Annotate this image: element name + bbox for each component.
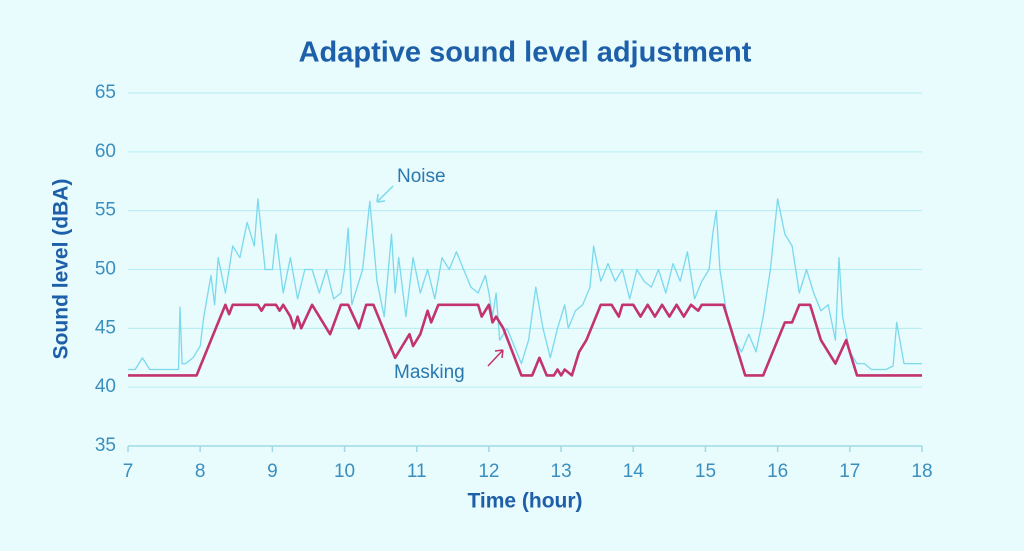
x-tick-label: 13	[551, 461, 572, 482]
x-tick-label: 12	[478, 461, 499, 482]
chart-title: Adaptive sound level adjustment	[299, 37, 752, 69]
y-tick-label: 45	[95, 317, 116, 338]
annotation-arrow	[376, 185, 394, 203]
annotation: Noise	[397, 166, 446, 187]
y-tick-label: 55	[95, 200, 116, 221]
y-tick-label: 50	[95, 259, 116, 280]
x-tick-label: 18	[911, 461, 932, 482]
x-axis-label: Time (hour)	[467, 490, 582, 513]
y-tick-label: 60	[95, 141, 116, 162]
x-tick-label: 11	[407, 461, 427, 482]
x-tick-label: 17	[839, 461, 860, 482]
x-tick-label: 16	[767, 461, 788, 482]
y-tick-label: 35	[95, 435, 116, 456]
x-tick-label: 10	[334, 461, 355, 482]
y-tick-label: 65	[95, 82, 116, 103]
x-tick-label: 15	[695, 461, 716, 482]
x-tick-label: 14	[623, 461, 645, 482]
annotation-arrow	[487, 349, 504, 367]
x-tick-label: 9	[267, 461, 278, 482]
x-tick-label: 7	[123, 461, 134, 482]
annotation: Masking	[394, 362, 465, 383]
series-line	[128, 198, 922, 371]
series-line	[128, 303, 922, 377]
x-tick-label: 8	[195, 461, 206, 482]
y-tick-label: 40	[95, 376, 116, 397]
y-axis-label: Sound level (dBA)	[50, 179, 73, 360]
